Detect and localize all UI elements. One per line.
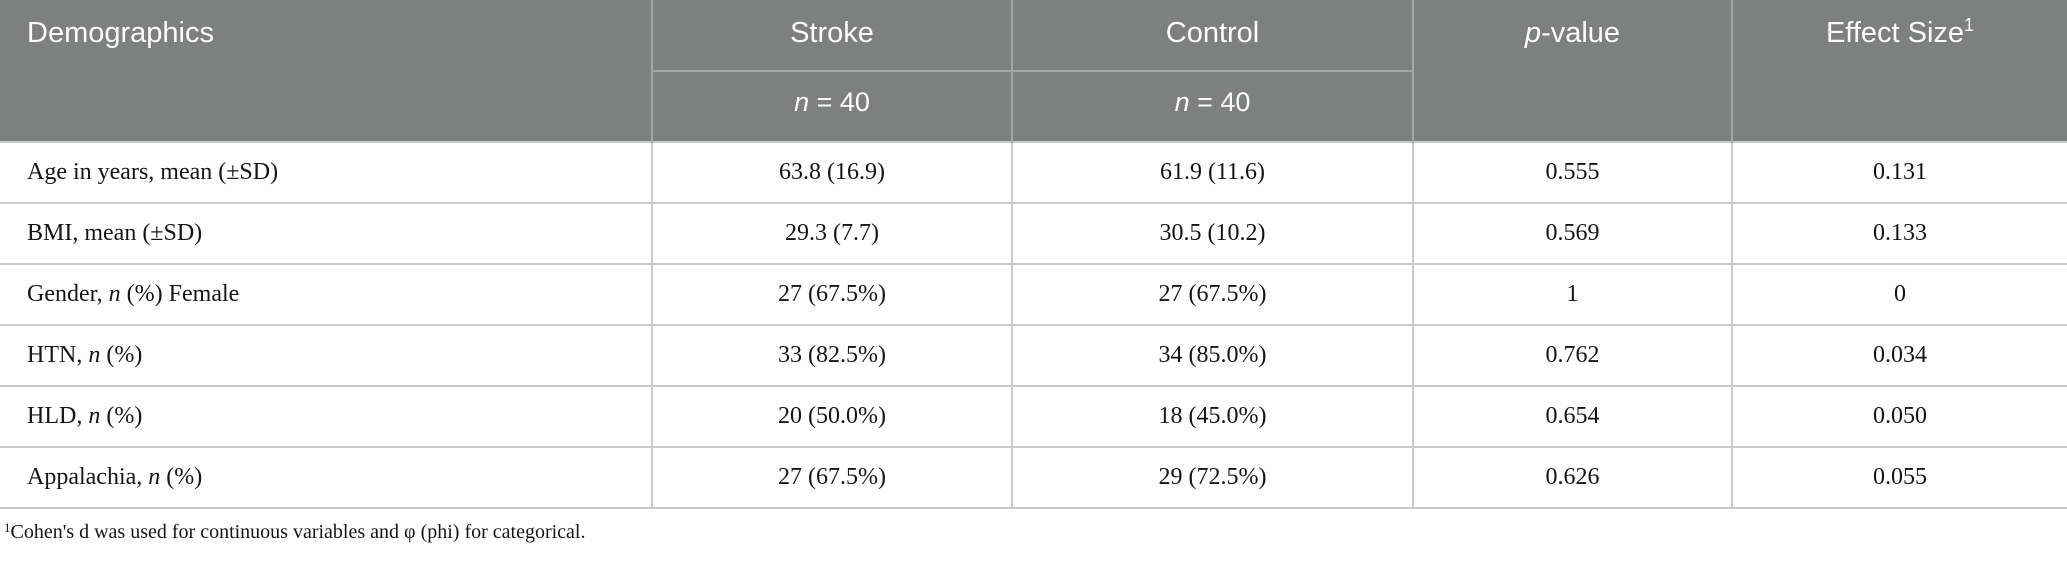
control-n-italic: n	[1174, 87, 1190, 117]
col-header-p-value: p-value	[1412, 0, 1732, 142]
stroke-value-cell: 20 (50.0%)	[651, 385, 1012, 447]
header-row-main: Demographics Stroke Control p-value Effe…	[0, 0, 2067, 142]
table-row-gender: Gender, n (%) Female 27 (67.5%) 27 (67.5…	[0, 263, 2067, 325]
control-value-cell: 30.5 (10.2)	[1011, 202, 1413, 264]
col-header-demographics: Demographics	[0, 0, 652, 142]
col-header-control: Control	[1011, 0, 1413, 72]
effect-size-cell: 0.133	[1731, 202, 2067, 264]
stroke-n-italic: n	[794, 87, 810, 117]
p-value-rest: -value	[1541, 17, 1621, 49]
effect-size-cell: 0.055	[1731, 446, 2067, 508]
row-label-cell: HTN, n (%)	[0, 324, 652, 386]
row-label-cell: Appalachia, n (%)	[0, 446, 652, 508]
effect-size-cell: 0	[1731, 263, 2067, 325]
col-header-stroke: Stroke	[651, 0, 1012, 72]
control-n-value: = 40	[1189, 87, 1251, 117]
effect-size-cell: 0.034	[1731, 324, 2067, 386]
footnote-text: Cohen's d was used for continuous variab…	[10, 521, 586, 543]
p-value-cell: 0.626	[1412, 446, 1732, 508]
table-row-appalachia: Appalachia, n (%) 27 (67.5%) 29 (72.5%) …	[0, 446, 2067, 508]
effect-size-cell: 0.050	[1731, 385, 2067, 447]
table-body: Age in years, mean (±SD) 63.8 (16.9) 61.…	[0, 141, 2067, 508]
effect-size-text: Effect Size	[1825, 17, 1965, 49]
footnote-marker: 1	[4, 520, 11, 535]
header-row-sample-size: n = 40 n = 40	[0, 71, 2067, 142]
col-header-effect-size: Effect Size1	[1731, 0, 2067, 142]
table-footnote: 1Cohen's d was used for continuous varia…	[4, 520, 2067, 544]
effect-size-footnote-marker: 1	[1964, 15, 1975, 35]
stroke-n-value: = 40	[809, 87, 870, 117]
control-value-cell: 34 (85.0%)	[1011, 324, 1413, 386]
table-row-htn: HTN, n (%) 33 (82.5%) 34 (85.0%) 0.762 0…	[0, 324, 2067, 386]
demographics-table: Demographics Stroke Control p-value Effe…	[0, 0, 2067, 509]
control-value-cell: 27 (67.5%)	[1011, 263, 1413, 325]
row-label-cell: BMI, mean (±SD)	[0, 202, 652, 264]
stroke-value-cell: 33 (82.5%)	[651, 324, 1012, 386]
stroke-value-cell: 63.8 (16.9)	[651, 141, 1012, 203]
control-value-cell: 29 (72.5%)	[1011, 446, 1413, 508]
effect-size-cell: 0.131	[1731, 141, 2067, 203]
stroke-sample-size: n = 40	[651, 71, 1012, 142]
row-label-cell: Gender, n (%) Female	[0, 263, 652, 325]
stroke-value-cell: 29.3 (7.7)	[651, 202, 1012, 264]
p-value-cell: 0.654	[1412, 385, 1732, 447]
table-row-age: Age in years, mean (±SD) 63.8 (16.9) 61.…	[0, 141, 2067, 203]
table-header: Demographics Stroke Control p-value Effe…	[0, 0, 2067, 142]
table-row-hld: HLD, n (%) 20 (50.0%) 18 (45.0%) 0.654 0…	[0, 385, 2067, 447]
p-value-cell: 0.569	[1412, 202, 1732, 264]
row-label-cell: Age in years, mean (±SD)	[0, 141, 652, 203]
p-value-cell: 1	[1412, 263, 1732, 325]
p-value-cell: 0.762	[1412, 324, 1732, 386]
row-label-cell: HLD, n (%)	[0, 385, 652, 447]
p-value-cell: 0.555	[1412, 141, 1732, 203]
p-value-italic-p: p	[1524, 17, 1542, 49]
control-sample-size: n = 40	[1011, 71, 1413, 142]
control-value-cell: 61.9 (11.6)	[1011, 141, 1413, 203]
stroke-value-cell: 27 (67.5%)	[651, 446, 1012, 508]
stroke-value-cell: 27 (67.5%)	[651, 263, 1012, 325]
control-value-cell: 18 (45.0%)	[1011, 385, 1413, 447]
table-row-bmi: BMI, mean (±SD) 29.3 (7.7) 30.5 (10.2) 0…	[0, 202, 2067, 264]
